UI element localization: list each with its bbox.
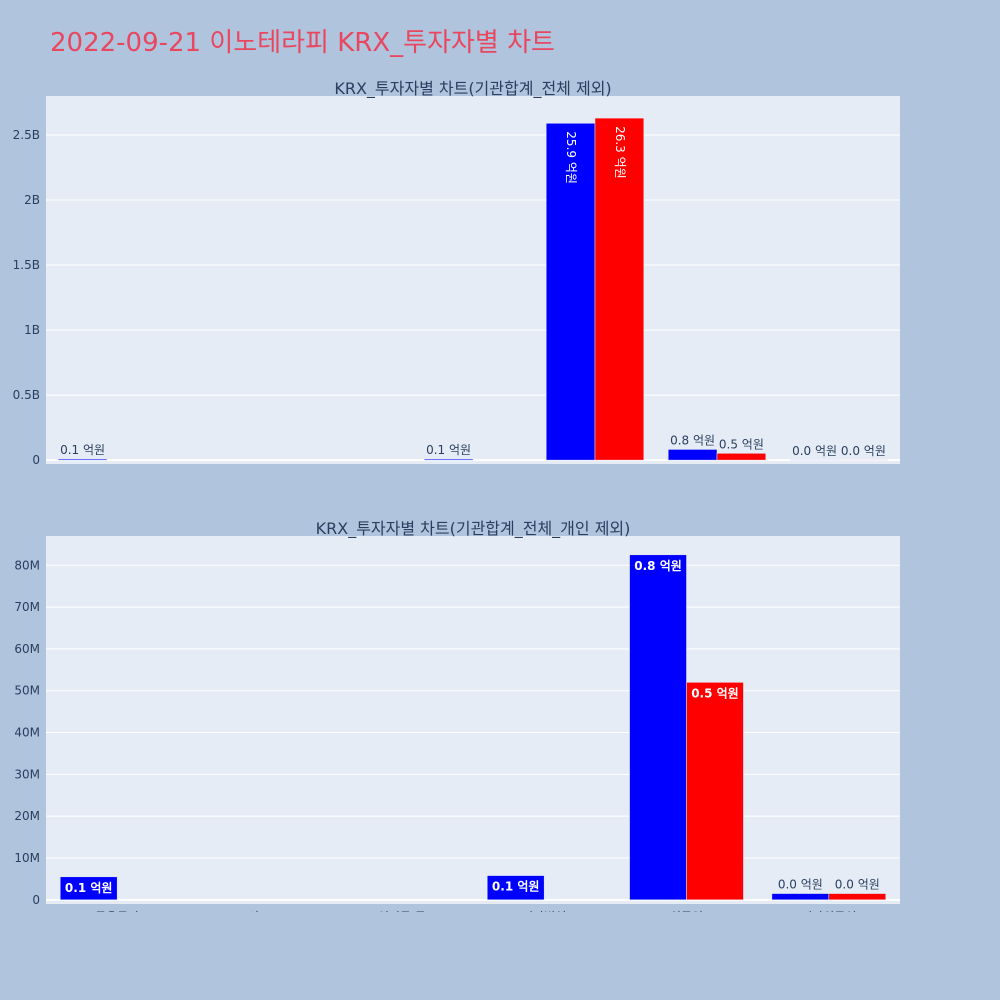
chart-title: KRX_투자자별 차트(기관합계_전체 제외) (334, 79, 611, 99)
y-tick-label: 60M (14, 642, 40, 656)
bar (423, 458, 474, 461)
bar (828, 893, 887, 901)
bar (57, 458, 108, 461)
bar (667, 449, 718, 461)
data-label: 0.1 억원 (60, 443, 105, 457)
y-tick-label: 1B (24, 323, 40, 337)
bar (59, 876, 118, 901)
data-label: 0.5 억원 (719, 437, 764, 451)
x-tick-label: 금융투자 (95, 910, 139, 912)
chart-bottom: 0 10M 20M 30M 40M 50M 60M 70M 80M KRX_투자자별 차트(기관합… (14, 519, 900, 912)
bar (629, 554, 687, 901)
page-title: 2022-09-21 이노테라피 KRX_투자자별 차트 (50, 28, 555, 58)
x-tick-label: 연기금 등 (378, 910, 426, 912)
data-label: 0.0 억원 (792, 444, 837, 458)
plot-area (46, 96, 900, 464)
x-tick-label: 기타법인 (522, 910, 566, 912)
data-label: 0.0 억원 (841, 444, 886, 458)
data-label: 0.1 억원 (426, 443, 471, 457)
data-label: 0.5 억원 (691, 686, 739, 700)
y-tick-label: 2B (24, 193, 40, 207)
data-label: 25.9 억원 (564, 131, 578, 184)
y-tick-label: 40M (14, 726, 40, 740)
y-tick-label: 10M (14, 851, 40, 865)
y-tick-label: 80M (14, 558, 40, 572)
y-tick-label: 0 (32, 453, 40, 467)
data-label: 0.1 억원 (65, 881, 113, 895)
data-label: 0.1 억원 (492, 880, 540, 894)
bar (545, 123, 596, 461)
data-label: 0.0 억원 (835, 878, 880, 892)
data-label: 0.8 억원 (670, 433, 715, 447)
y-tick-label: 20M (14, 809, 40, 823)
x-tick-label: 사모 (248, 910, 270, 912)
plot-area (46, 536, 900, 904)
bar (486, 875, 545, 901)
y-tick-label: 70M (14, 600, 40, 614)
data-label: 0.0 억원 (778, 878, 823, 892)
data-label: 0.8 억원 (634, 559, 682, 573)
y-tick-label: 30M (14, 767, 40, 781)
chart-top: 0 0.5B 1B 1.5B 2B 2.5B KRX_투자자별 차트(기관합계_전체 제외)… (13, 79, 900, 467)
x-tick-label: 외국인 (670, 910, 703, 912)
x-tick-label: 기타외국인 (801, 910, 856, 912)
y-tick-label: 50M (14, 684, 40, 698)
y-tick-label: 0.5B (13, 388, 40, 402)
bar (686, 682, 744, 901)
bar (594, 117, 645, 461)
bar (771, 893, 830, 901)
chart-title: KRX_투자자별 차트(기관합계_전체_개인 제외) (316, 519, 631, 539)
y-tick-label: 1.5B (13, 258, 40, 272)
data-label: 26.3 억원 (613, 126, 627, 179)
bar (716, 453, 767, 461)
y-tick-label: 2.5B (13, 128, 40, 142)
y-tick-label: 0 (32, 893, 40, 907)
